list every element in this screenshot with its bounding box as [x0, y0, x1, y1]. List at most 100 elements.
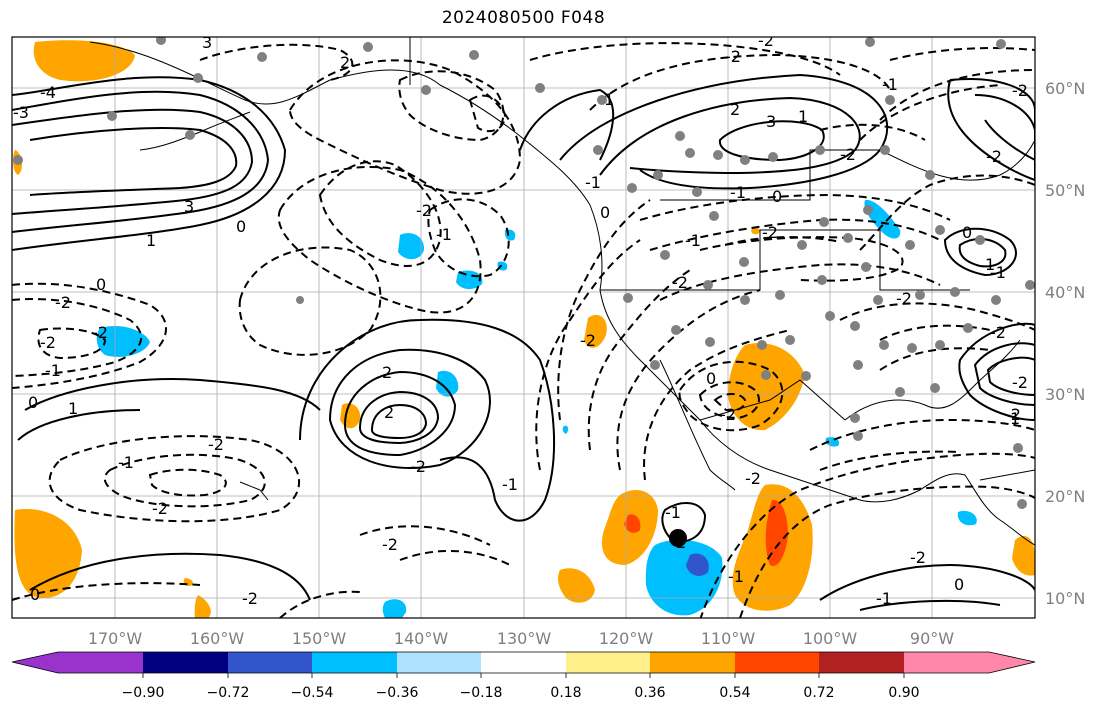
- contour-label: -2: [840, 145, 856, 164]
- station-dot: [863, 205, 873, 215]
- station-dot: [963, 323, 973, 333]
- latitude-tick: 50°N: [1045, 181, 1085, 200]
- station-dot: [915, 290, 925, 300]
- station-dot: [873, 295, 883, 305]
- station-dot: [597, 95, 607, 105]
- contour-labels: 3 2 -4 -3 3 1 0 -2 0 -2 -2 -1 0 1 -2 -2 …: [13, 33, 1028, 608]
- shade-strong-positive: [765, 499, 788, 566]
- latitude-tick: 20°N: [1045, 487, 1085, 506]
- station-dot: [705, 337, 715, 347]
- station-dot: [671, 325, 681, 335]
- contour-label: 3: [766, 112, 776, 131]
- colorbar-tick-label: −0.18: [460, 685, 503, 701]
- station-dot: [1017, 499, 1027, 509]
- station-dot: [761, 370, 771, 380]
- contour-label: 2: [730, 100, 740, 119]
- shade-negative: [957, 510, 977, 526]
- station-dot: [623, 293, 633, 303]
- colorbar: −0.90 −0.72 −0.54 −0.36 −0.18 0.18 0.36 …: [11, 651, 1036, 701]
- contour-label: -3: [13, 103, 29, 122]
- longitude-tick: 120°W: [599, 629, 654, 648]
- contour-label: -2: [580, 331, 596, 350]
- colorbar-tick-label: −0.72: [207, 685, 250, 701]
- contour-label: -2: [1005, 405, 1021, 424]
- contour-label: 0: [706, 369, 716, 388]
- colorbar-tick-label: −0.54: [291, 685, 334, 701]
- station-dot: [885, 95, 895, 105]
- station-dot: [853, 360, 863, 370]
- contour-label: -1: [502, 475, 518, 494]
- contour-label: 1: [798, 107, 808, 126]
- contour-label: -2: [720, 405, 736, 424]
- contour-label: -2: [382, 535, 398, 554]
- station-dot: [935, 225, 945, 235]
- contour-label: -1: [585, 173, 601, 192]
- station-dot: [843, 233, 853, 243]
- colorbar-tick-label: 0.72: [803, 685, 834, 701]
- station-dot: [713, 150, 723, 160]
- station-dot: [653, 170, 663, 180]
- contour-label: -2: [152, 499, 168, 518]
- station-dot: [675, 131, 685, 141]
- station-dot: [975, 235, 985, 245]
- contour-label: 1: [985, 255, 995, 274]
- contour-label: -2: [990, 323, 1006, 342]
- station-dot: [627, 183, 637, 193]
- longitude-tick: 170°W: [88, 629, 143, 648]
- contour-label: -1: [665, 503, 681, 522]
- contour-label: 0: [96, 275, 106, 294]
- contour-label: 0: [30, 585, 40, 604]
- station-dot: [709, 211, 719, 221]
- station-dot: [185, 130, 195, 140]
- contour-label: 3: [184, 197, 194, 216]
- contour-label: -1: [118, 453, 134, 472]
- longitude-tick: 110°W: [701, 629, 756, 648]
- colorbar-tick-label: 0.18: [550, 685, 581, 701]
- station-dot: [905, 240, 915, 250]
- contour-label: -1: [728, 567, 744, 586]
- contour-label: 3: [202, 33, 212, 52]
- contour-label: -2: [55, 293, 71, 312]
- station-dot: [850, 321, 860, 331]
- station-dot: [850, 413, 860, 423]
- shade-negative: [436, 370, 459, 397]
- station-dot: [865, 37, 875, 47]
- contour-label: -2: [92, 323, 108, 342]
- station-dot: [739, 257, 749, 267]
- station-dot: [817, 275, 827, 285]
- station-dot: [535, 83, 545, 93]
- station-dot: [1025, 280, 1035, 290]
- shade-negative: [864, 199, 901, 239]
- station-dot: [996, 39, 1006, 49]
- station-dot: [801, 371, 811, 381]
- colorbar-tick-label: 0.54: [719, 685, 750, 701]
- contour-label: -1: [990, 263, 1006, 282]
- contour-label: -1: [730, 183, 746, 202]
- colorbar-segment: [143, 652, 228, 673]
- colorbar-segment: [12, 652, 58, 673]
- station-dot: [740, 155, 750, 165]
- station-dot: [703, 280, 713, 290]
- station-dot: [107, 111, 117, 121]
- contour-label: 2: [340, 53, 350, 72]
- station-dot: [13, 155, 23, 165]
- contour-label: -1: [685, 231, 701, 250]
- station-dot: [593, 145, 603, 155]
- station-dot: [879, 340, 889, 350]
- station-dot: [296, 296, 304, 304]
- station-dot: [685, 148, 695, 158]
- colorbar-segment: [904, 652, 989, 673]
- contour-label: -1: [436, 225, 452, 244]
- contour-label: 1: [1010, 409, 1020, 428]
- contour-label: -2: [1012, 373, 1028, 392]
- colorbar-segment: [481, 652, 566, 673]
- shade-positive: [558, 568, 595, 603]
- station-dot: [775, 290, 785, 300]
- colorbar-segment: [989, 652, 1035, 673]
- longitude-tick: 140°W: [394, 629, 449, 648]
- station-dot: [907, 343, 917, 353]
- station-dot: [785, 335, 795, 345]
- colorbar-segment: [735, 652, 819, 673]
- contour-label: 1: [146, 231, 156, 250]
